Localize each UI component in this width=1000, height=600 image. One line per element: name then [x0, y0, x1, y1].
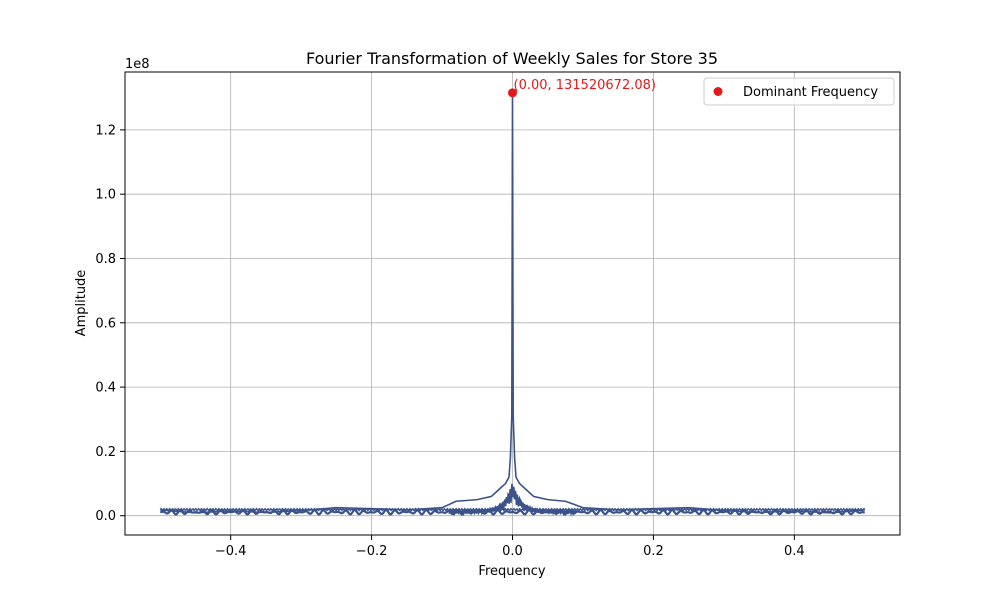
series-central-burst — [448, 483, 577, 517]
x-tick-label: 0.0 — [502, 544, 523, 559]
y-tick-label: 0.4 — [95, 381, 116, 396]
series-baseline-band — [160, 508, 865, 516]
axes: −0.4 −0.2 0.0 0.2 0.4 0.0 0.2 0.4 0.6 0.8 1.0 1.2 — [95, 71, 901, 559]
x-tick-label: 0.2 — [643, 544, 664, 559]
x-tick-label: −0.2 — [356, 544, 388, 559]
y-tick-label: 1.2 — [95, 123, 116, 138]
x-axis-label: Frequency — [478, 564, 545, 579]
dominant-frequency-point — [508, 88, 517, 98]
y-tick-label: 0.8 — [95, 252, 116, 267]
y-tick-label: 0.6 — [95, 316, 116, 331]
dominant-frequency-annotation: (0.00, 131520672.08) — [514, 78, 656, 93]
y-tick-label: 1.0 — [95, 188, 116, 203]
y-axis-offset-label: 1e8 — [125, 57, 150, 72]
series-upper-band — [159, 507, 866, 512]
y-axis-label: Amplitude — [74, 270, 89, 337]
legend-label: Dominant Frequency — [743, 85, 878, 100]
legend-box — [703, 77, 895, 106]
legend-marker — [713, 87, 723, 96]
annotations: (0.00, 131520672.08) — [508, 78, 656, 98]
x-tick-label: 0.4 — [784, 544, 805, 559]
y-tick-label: 0.2 — [95, 445, 116, 460]
legend: Dominant Frequency — [703, 77, 895, 106]
x-tick-label: −0.4 — [215, 544, 247, 559]
chart-title: Fourier Transformation of Weekly Sales f… — [306, 49, 718, 68]
y-tick-label: 0.0 — [95, 509, 116, 524]
